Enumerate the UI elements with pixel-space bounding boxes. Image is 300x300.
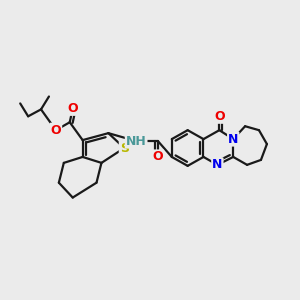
Text: N: N	[228, 133, 238, 146]
Text: O: O	[214, 110, 225, 123]
Text: S: S	[120, 142, 129, 154]
Text: O: O	[51, 124, 61, 137]
Text: O: O	[68, 102, 78, 115]
Text: N: N	[212, 158, 223, 171]
Text: O: O	[153, 150, 163, 164]
Text: NH: NH	[126, 135, 146, 148]
